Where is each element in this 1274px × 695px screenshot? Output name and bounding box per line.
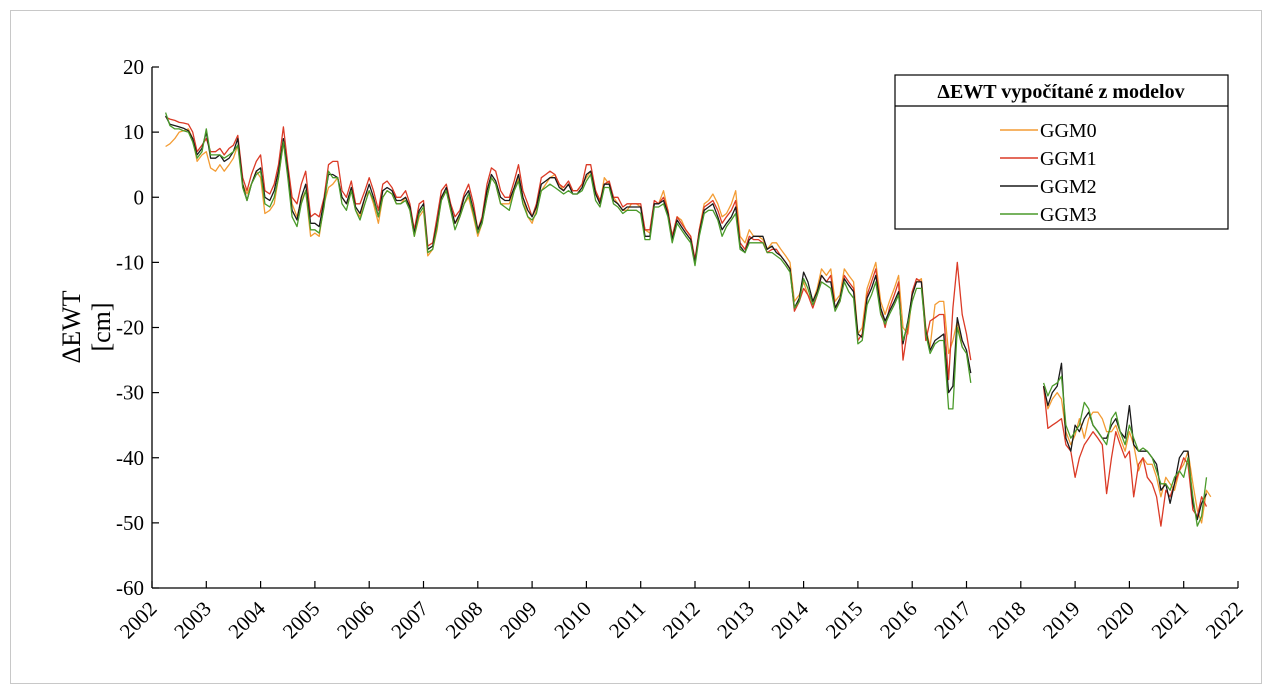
series-line-ggm3	[1042, 375, 1208, 527]
x-tick-label: 2015	[821, 597, 868, 644]
y-tick-label: -50	[116, 511, 144, 535]
y-tick-label: 10	[123, 120, 144, 144]
series-line-ggm1	[1042, 386, 1208, 527]
x-tick-label: 2013	[712, 597, 759, 644]
series-line-ggm0	[165, 128, 963, 355]
legend-label-ggm0: GGM0	[1040, 120, 1097, 142]
legend-label-ggm2: GGM2	[1040, 176, 1097, 198]
x-tick-label: 2016	[875, 597, 922, 644]
y-axis-label-line2: [cm]	[87, 302, 116, 351]
x-tick-label: 2017	[929, 597, 976, 644]
x-tick-label: 2003	[169, 597, 216, 644]
y-tick-label: 0	[134, 185, 145, 209]
x-tick-label: 2014	[766, 596, 813, 643]
x-tick-label: 2002	[115, 597, 162, 644]
x-tick-label: 2007	[386, 597, 433, 644]
y-tick-label: -40	[116, 446, 144, 470]
series-line-ggm2	[1042, 362, 1208, 521]
x-tick-label: 2010	[549, 597, 596, 644]
plot-lines	[164, 112, 1212, 527]
x-tick-label: 2006	[332, 597, 379, 644]
legend-box	[894, 74, 1229, 230]
x-tick-label: 2021	[1147, 597, 1194, 644]
legend-label-ggm1: GGM1	[1040, 148, 1097, 170]
series-line-ggm2	[165, 115, 972, 394]
x-tick-label: 2018	[984, 597, 1031, 644]
legend-entries: GGM0 GGM1 GGM2 GGM3	[1000, 120, 1097, 226]
legend: ΔEWT vypočítané z modelov GGM0GGM1GGM2GG…	[894, 74, 1229, 230]
y-ticks: 20 10 0 -10 -20 -30 -40 -50 -60	[116, 55, 159, 600]
y-tick-label: -60	[116, 576, 144, 600]
y-tick-label: -30	[116, 381, 144, 405]
series-line-ggm3	[164, 112, 972, 410]
x-ticks: 2002 2003 2004 2005 2006 2007 2008 2009 2010 2011…	[115, 581, 1248, 643]
x-tick-label: 2022	[1201, 597, 1248, 644]
x-tick-label: 2005	[278, 597, 325, 644]
y-tick-label: -20	[116, 316, 144, 340]
y-tick-label: -10	[116, 250, 144, 274]
legend-label-ggm3: GGM3	[1040, 204, 1097, 226]
y-axis-label-line1: ΔEWT	[57, 290, 86, 363]
x-tick-label: 2019	[1038, 597, 1085, 644]
x-tick-label: 2009	[495, 597, 542, 644]
x-tick-label: 2012	[658, 597, 705, 644]
legend-title: ΔEWT vypočítané z modelov	[937, 81, 1184, 103]
y-axis-label: ΔEWT [cm]	[57, 290, 116, 363]
y-tick-label: 20	[123, 55, 144, 79]
x-tick-label: 2020	[1092, 597, 1139, 644]
x-tick-label: 2004	[223, 596, 270, 643]
x-tick-label: 2008	[441, 597, 488, 644]
x-tick-label: 2011	[604, 597, 650, 643]
